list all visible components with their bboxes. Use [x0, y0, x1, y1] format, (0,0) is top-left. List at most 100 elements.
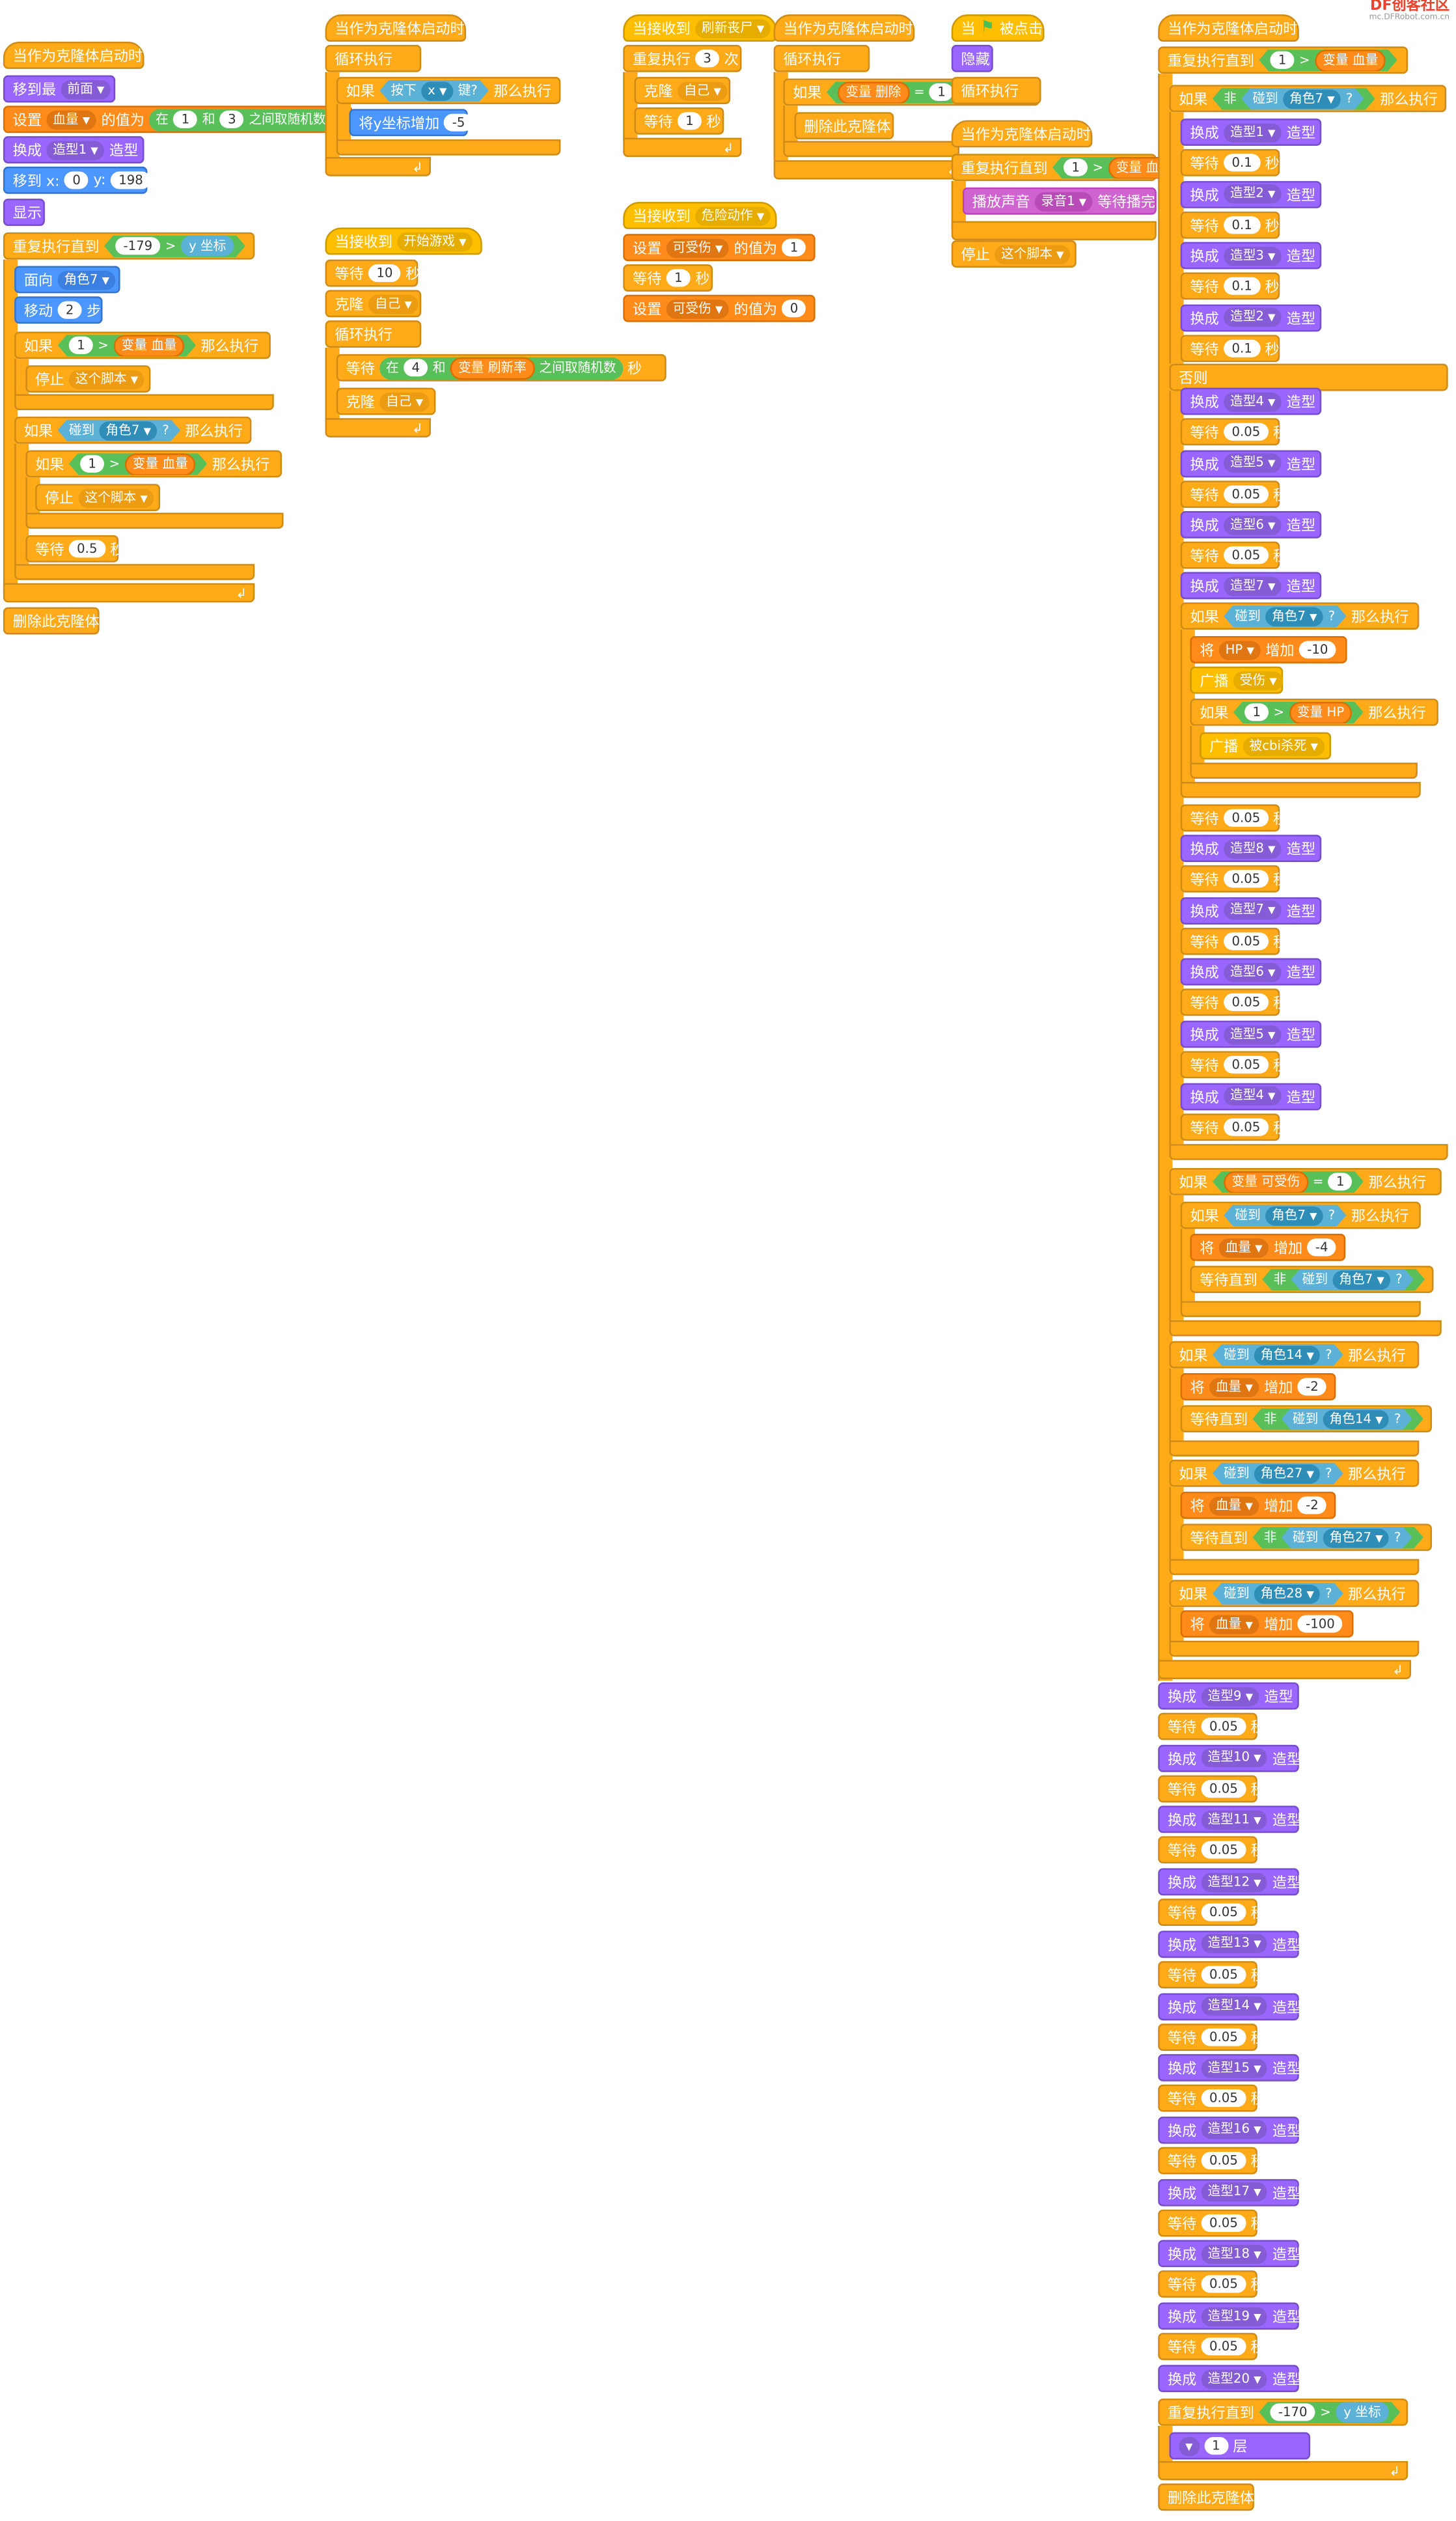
switch-costume-block[interactable]: 换成 造型16 ▼ 造型 [1158, 2116, 1301, 2144]
play-sound-block[interactable]: 播放声音 录音1 ▼ 等待播完 [963, 187, 1157, 215]
wait-block[interactable]: 等待 0.05 秒 [1158, 1960, 1265, 1988]
switch-costume-block[interactable]: 换成 造型7 ▼ 造型 [1180, 572, 1322, 600]
forever-block[interactable]: 循环执行 [951, 77, 1041, 104]
create-clone-block[interactable]: 克隆 自己 ▼ [634, 77, 731, 104]
wait-block[interactable]: 等待 0.05 秒 [1180, 1113, 1287, 1141]
repeat-block[interactable]: 重复执行 3 次 [623, 44, 742, 72]
if-touching-block[interactable]: 如果 碰到 角色7 ▼? 那么执行 [1180, 1201, 1421, 1229]
wait-block[interactable]: 等待 0.05 秒 [1180, 480, 1287, 508]
change-y-block[interactable]: 将y坐标增加 -5 [349, 109, 473, 137]
wait-block[interactable]: 等待 0.1 秒 [1180, 210, 1280, 238]
wait-block[interactable]: 等待 0.05 秒 [1180, 989, 1287, 1017]
change-hp-block[interactable]: 将血量 ▼ 增加 -100 [1180, 1610, 1354, 1638]
wait-block[interactable]: 等待 0.05 秒 [1158, 1712, 1265, 1740]
wait-block[interactable]: 等待 0.05 秒 [1180, 418, 1287, 446]
wait-block[interactable]: 等待 0.05 秒 [1158, 2208, 1265, 2236]
stop-script-block[interactable]: 停止 这个脚本 ▼ [35, 484, 161, 512]
wait-block[interactable]: 等待 0.1 秒 [1180, 334, 1280, 362]
stop-script-block[interactable]: 停止 这个脚本 ▼ [951, 240, 1077, 268]
wait-block[interactable]: 等待 0.05 秒 [1158, 1837, 1265, 1864]
delete-clone-block[interactable]: 删除此克隆体 [1158, 2483, 1254, 2511]
switch-costume-block[interactable]: 换成 造型1 ▼ 造型 [1180, 118, 1322, 146]
switch-costume-block[interactable]: 换成 造型4 ▼ 造型 [1180, 387, 1322, 415]
switch-costume-block[interactable]: 换成 造型6 ▼ 造型 [1180, 511, 1322, 539]
wait-block[interactable]: 等待 0.05 秒 [1158, 2147, 1265, 2175]
switch-costume-block[interactable]: 换成 造型20 ▼ 造型 [1158, 2365, 1301, 2393]
pick-random-reporter[interactable]: 在 1 和 3 之间取随机数 [149, 108, 333, 131]
switch-costume-block[interactable]: 换成 造型19 ▼ 造型 [1158, 2302, 1301, 2330]
switch-costume-block[interactable]: 换成 造型15 ▼ 造型 [1158, 2054, 1301, 2082]
wait-until-block[interactable]: 等待直到非碰到 角色14 ▼? [1180, 1405, 1433, 1433]
if-touching-block[interactable]: 如果 碰到 角色27 ▼? 那么执行 [1169, 1459, 1420, 1487]
switch-costume-block[interactable]: 换成 造型4 ▼ 造型 [1180, 1083, 1322, 1110]
when-receive-hat[interactable]: 当接收到 刷新丧尸 ▼ [623, 14, 777, 42]
switch-costume-block[interactable]: 换成 造型13 ▼ 造型 [1158, 1930, 1301, 1958]
front-dropdown[interactable]: 前面 ▼ [61, 79, 111, 99]
wait-block[interactable]: 等待 1 秒 [623, 264, 713, 292]
switch-costume-block[interactable]: 换成 造型2 ▼ 造型 [1180, 304, 1322, 331]
forever-block[interactable]: 循环执行 [325, 320, 422, 348]
forever-block[interactable]: 循环执行 [325, 44, 422, 72]
when-receive-hat[interactable]: 当接收到 开始游戏 ▼ [325, 227, 482, 255]
point-towards-block[interactable]: 面向 角色7 ▼ [14, 266, 120, 294]
if-not-touching-block[interactable]: 如果非碰到 角色7 ▼? 那么执行 [1169, 85, 1447, 113]
repeat-until-block[interactable]: 重复执行直到 -170 > y 坐标 [1158, 2398, 1408, 2426]
wait-block[interactable]: 等待 0.05 秒 [1158, 1774, 1265, 1802]
forever-block[interactable]: 循环执行 [773, 44, 870, 72]
wait-block[interactable]: 等待 0.05 秒 [1180, 865, 1287, 893]
wait-block[interactable]: 等待 0.1 秒 [1180, 272, 1280, 300]
wait-block[interactable]: 等待 0.05 秒 [1180, 542, 1287, 570]
change-hp-block[interactable]: 将 HP ▼ 增加 -10 [1190, 635, 1347, 663]
change-hp-block[interactable]: 将血量 ▼ 增加 -4 [1190, 1233, 1346, 1261]
wait-block[interactable]: 等待 0.05 秒 [1158, 2085, 1265, 2112]
wait-block[interactable]: 等待 0.05 秒 [1180, 804, 1287, 832]
switch-costume-block[interactable]: 换成 造型5 ▼ 造型 [1180, 1020, 1322, 1048]
switch-costume-block[interactable]: 换成 造型6 ▼ 造型 [1180, 958, 1322, 986]
wait-block[interactable]: 等待 0.05 秒 [1158, 2022, 1265, 2050]
when-clone-hat[interactable]: 当作为克隆体启动时 [773, 14, 915, 42]
change-hp-block[interactable]: 将血量 ▼ 增加 -2 [1180, 1372, 1336, 1400]
switch-costume-block[interactable]: 换成 造型1 ▼ 造型 [3, 136, 144, 164]
goto-xy-block[interactable]: 移到 x: 0 y: 198 [3, 166, 152, 194]
var-dropdown[interactable]: 血量 ▼ [46, 109, 97, 130]
stop-script-block[interactable]: 停止 这个脚本 ▼ [25, 365, 151, 393]
set-vulnerable-block[interactable]: 设置 可受伤 ▼ 的值为 1 [623, 234, 816, 262]
when-clone-hat[interactable]: 当作为克隆体启动时 [325, 14, 467, 42]
delete-clone-block[interactable]: 删除此克隆体 [794, 112, 894, 140]
switch-costume-block[interactable]: 换成 造型9 ▼ 造型 [1158, 1682, 1299, 1710]
switch-costume-block[interactable]: 换成 造型10 ▼ 造型 [1158, 1744, 1301, 1772]
broadcast-block[interactable]: 广播 受伤 ▼ [1190, 666, 1284, 694]
create-clone-block[interactable]: 克隆 自己 ▼ [325, 290, 422, 318]
move-steps-block[interactable]: 移动 2 步 [14, 296, 103, 324]
if-hp-block[interactable]: 如果 1 > 变量 HP 那么执行 [1190, 698, 1438, 726]
wait-block[interactable]: 等待 0.05 秒 [1158, 2333, 1265, 2360]
wait-block[interactable]: 等待 0.05 秒 [1158, 2270, 1265, 2298]
set-vulnerable-block[interactable]: 设置 可受伤 ▼ 的值为 0 [623, 294, 816, 322]
switch-costume-block[interactable]: 换成 造型14 ▼ 造型 [1158, 1992, 1301, 2020]
switch-costume-block[interactable]: 换成 造型18 ▼ 造型 [1158, 2240, 1301, 2268]
when-receive-hat[interactable]: 当接收到 危险动作 ▼ [623, 202, 777, 229]
if-touching-block[interactable]: 如果 碰到 角色7 ▼? 那么执行 [1180, 602, 1420, 630]
switch-costume-block[interactable]: 换成 造型12 ▼ 造型 [1158, 1868, 1301, 1896]
if-hp-block[interactable]: 如果 1 > 变量 血量 那么执行 [14, 331, 271, 359]
switch-costume-block[interactable]: 换成 造型8 ▼ 造型 [1180, 835, 1322, 862]
go-to-front-block[interactable]: 移到最 前面 ▼ [3, 75, 116, 103]
when-clone-hat[interactable]: 当作为克隆体启动时 [1158, 14, 1299, 42]
wait-block[interactable]: 等待 0.1 秒 [1180, 148, 1280, 176]
wait-block[interactable]: 等待 0.05 秒 [1180, 1051, 1287, 1079]
when-flag-hat[interactable]: 当 ⚑ 被点击 [951, 14, 1045, 42]
repeat-until-block[interactable]: 重复执行直到 -179 > y 坐标 [3, 232, 255, 260]
create-clone-block[interactable]: 克隆 自己 ▼ [336, 387, 436, 415]
switch-costume-block[interactable]: 换成 造型7 ▼ 造型 [1180, 897, 1322, 925]
switch-costume-block[interactable]: 换成 造型11 ▼ 造型 [1158, 1806, 1301, 1834]
switch-costume-block[interactable]: 换成 造型2 ▼ 造型 [1180, 180, 1322, 208]
hide-block[interactable]: 隐藏 [951, 44, 993, 72]
wait-random-block[interactable]: 等待在 4 和变量 刷新率 之间取随机数秒 [336, 354, 666, 382]
when-clone-hat[interactable]: 当作为克隆体启动时 [3, 41, 144, 69]
switch-costume-block[interactable]: 换成 造型5 ▼ 造型 [1180, 449, 1322, 477]
switch-costume-block[interactable]: 换成 造型17 ▼ 造型 [1158, 2178, 1301, 2206]
wait-block[interactable]: 等待 0.05 秒 [1158, 1899, 1265, 1927]
wait-block[interactable]: 等待 10 秒 [325, 259, 420, 287]
